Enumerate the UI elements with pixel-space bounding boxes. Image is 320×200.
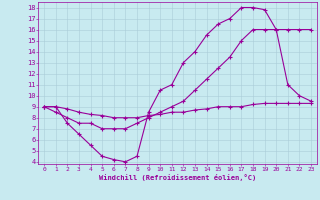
X-axis label: Windchill (Refroidissement éolien,°C): Windchill (Refroidissement éolien,°C) xyxy=(99,174,256,181)
